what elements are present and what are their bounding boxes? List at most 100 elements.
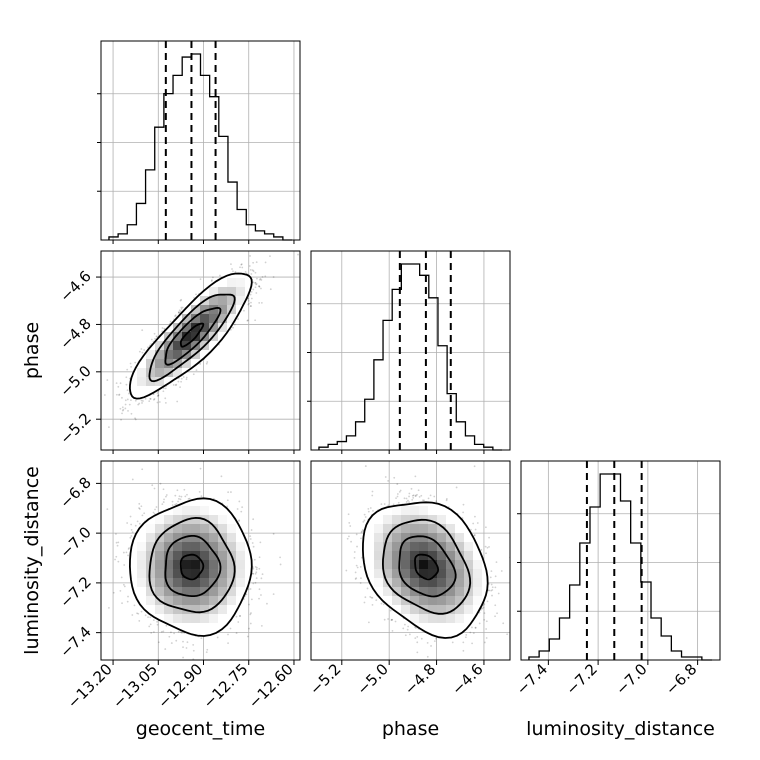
sample-point xyxy=(108,426,110,429)
sample-point xyxy=(200,637,203,640)
sample-point xyxy=(186,493,188,496)
sample-point xyxy=(206,361,209,363)
sample-point xyxy=(234,271,237,273)
density-block xyxy=(209,323,218,332)
sample-point xyxy=(134,399,137,402)
density-block xyxy=(155,341,164,350)
density-block xyxy=(182,359,191,368)
sample-point xyxy=(254,281,257,284)
sample-point xyxy=(246,319,249,322)
histogram-panel-geocent_time xyxy=(97,40,301,241)
sample-point xyxy=(127,554,129,557)
sample-point xyxy=(179,299,182,302)
sample-point xyxy=(272,276,275,278)
sample-point xyxy=(252,288,255,291)
sample-point xyxy=(211,279,213,282)
sample-point xyxy=(127,409,129,412)
sample-point xyxy=(138,522,141,525)
sample-point xyxy=(279,556,281,559)
sample-point xyxy=(239,615,241,617)
sample-point xyxy=(159,482,162,485)
density-block xyxy=(146,359,155,368)
sample-point xyxy=(255,292,258,294)
density-block xyxy=(191,323,200,332)
sample-point xyxy=(237,621,240,623)
sample-point xyxy=(162,390,165,393)
sample-point xyxy=(124,403,127,406)
sample-point xyxy=(164,401,167,404)
density-block xyxy=(164,368,173,377)
sample-point xyxy=(249,305,252,307)
sample-point xyxy=(254,319,257,322)
density-block xyxy=(200,323,209,332)
sample-point xyxy=(269,255,271,257)
sample-point xyxy=(210,280,213,282)
sample-point xyxy=(129,362,132,365)
sample-point xyxy=(255,261,258,264)
density-block xyxy=(173,368,182,377)
sample-point xyxy=(138,620,141,622)
chart-root: −13.20−13.05−12.90−12.75−12.60geocent_ti… xyxy=(21,40,721,740)
sample-point xyxy=(156,401,159,404)
sample-point xyxy=(122,408,125,411)
density-block xyxy=(200,305,209,314)
sample-point xyxy=(188,497,191,500)
sample-point xyxy=(117,385,120,388)
sample-point xyxy=(141,351,144,354)
contour-level-2 xyxy=(148,293,236,383)
sample-point xyxy=(118,393,121,396)
sample-point xyxy=(258,286,261,288)
density-block xyxy=(164,377,173,386)
density-block xyxy=(146,377,155,386)
density-block xyxy=(173,332,182,341)
density-block xyxy=(227,296,236,305)
sample-point xyxy=(97,413,99,415)
scatter-layer xyxy=(106,467,282,660)
density-block xyxy=(137,377,146,386)
density-block xyxy=(164,359,173,368)
sample-point xyxy=(252,270,255,273)
sample-point xyxy=(121,412,123,415)
sample-point xyxy=(247,588,250,591)
sample-point xyxy=(164,397,167,400)
density-block xyxy=(209,296,218,305)
sample-point xyxy=(260,279,263,281)
sample-point xyxy=(182,656,184,659)
sample-point xyxy=(138,402,141,405)
sample-point xyxy=(180,298,183,301)
density-block xyxy=(191,305,200,314)
sample-point xyxy=(240,263,243,265)
sample-point xyxy=(216,636,219,639)
density-block xyxy=(137,386,146,395)
sample-point xyxy=(254,286,257,289)
density-block xyxy=(182,314,191,323)
sample-point xyxy=(198,490,201,493)
sample-point xyxy=(115,393,118,396)
sample-point xyxy=(130,412,133,415)
density-block xyxy=(218,296,227,305)
sample-point xyxy=(199,278,202,281)
sample-point xyxy=(103,394,106,396)
sample-point xyxy=(178,309,181,312)
sample-point xyxy=(231,268,233,270)
panel-background xyxy=(311,251,510,450)
sample-point xyxy=(150,631,153,634)
sample-point xyxy=(161,330,164,333)
sample-point xyxy=(152,398,155,401)
density-block xyxy=(155,377,164,386)
sample-point xyxy=(153,332,156,335)
sample-point xyxy=(241,266,244,269)
sample-point xyxy=(258,285,261,288)
sample-point xyxy=(126,389,129,392)
sample-point xyxy=(141,402,143,404)
sample-point xyxy=(252,281,255,284)
sample-point xyxy=(248,302,250,305)
sample-point xyxy=(183,488,186,491)
sample-point xyxy=(161,327,164,329)
density-block xyxy=(236,278,245,287)
sample-point xyxy=(229,328,232,331)
sample-point xyxy=(182,376,185,378)
sample-point xyxy=(121,406,124,409)
sample-point xyxy=(180,308,183,310)
sample-point xyxy=(156,392,159,394)
